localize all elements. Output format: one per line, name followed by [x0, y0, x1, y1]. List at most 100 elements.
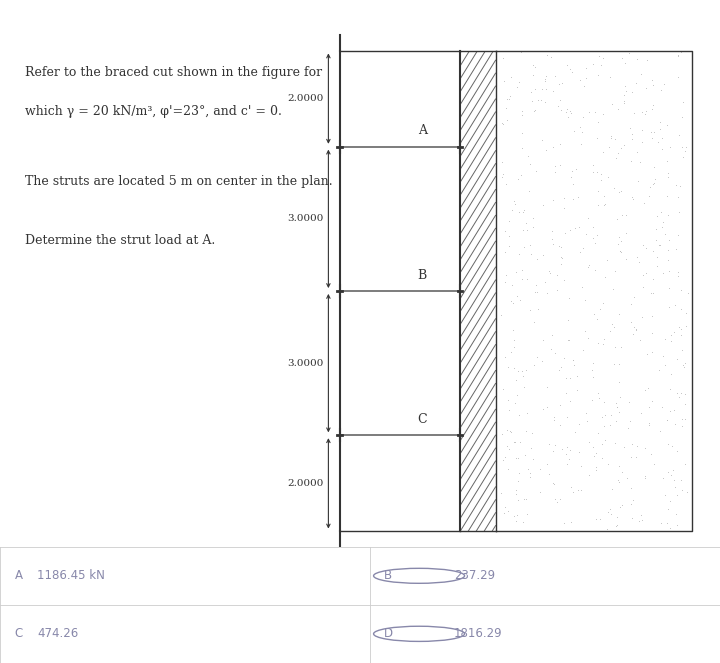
- Point: [603, 171, 614, 182]
- Point: [516, 265, 527, 276]
- Point: [564, 445, 576, 455]
- Point: [613, 148, 624, 158]
- Point: [662, 439, 674, 450]
- Point: [526, 95, 538, 106]
- Point: [635, 69, 647, 80]
- Point: [539, 74, 551, 85]
- Point: [625, 316, 636, 327]
- Text: A: A: [15, 570, 23, 582]
- Point: [513, 495, 524, 505]
- Point: [614, 501, 626, 512]
- Point: [631, 452, 642, 463]
- Point: [565, 107, 577, 118]
- Point: [668, 405, 680, 416]
- Point: [549, 440, 561, 450]
- Point: [672, 50, 684, 60]
- Point: [577, 242, 588, 253]
- Point: [632, 176, 644, 186]
- Point: [520, 365, 531, 376]
- Point: [580, 408, 592, 419]
- Text: 2.0000: 2.0000: [287, 94, 324, 103]
- Point: [608, 359, 620, 369]
- Point: [591, 229, 603, 240]
- Point: [515, 295, 526, 306]
- Point: [547, 141, 559, 152]
- Point: [613, 359, 625, 369]
- Point: [592, 117, 603, 128]
- Point: [547, 477, 559, 488]
- Point: [521, 426, 532, 436]
- Point: [523, 464, 534, 475]
- Point: [587, 357, 598, 368]
- Point: [549, 160, 560, 171]
- Point: [647, 288, 659, 298]
- Point: [564, 106, 576, 117]
- Point: [529, 286, 541, 297]
- Point: [637, 270, 649, 280]
- Point: [587, 160, 598, 171]
- Point: [580, 326, 591, 336]
- Point: [611, 402, 623, 413]
- Point: [516, 127, 528, 138]
- Point: [611, 213, 622, 224]
- Point: [512, 452, 523, 463]
- Point: [559, 388, 571, 398]
- Point: [639, 109, 651, 119]
- Point: [627, 495, 639, 505]
- Point: [580, 73, 591, 84]
- Point: [647, 396, 658, 406]
- Point: [498, 53, 509, 64]
- Point: [503, 506, 514, 516]
- Text: Refer to the braced cut shown in the figure for: Refer to the braced cut shown in the fig…: [25, 66, 323, 79]
- Point: [597, 339, 608, 349]
- Point: [682, 288, 693, 298]
- Point: [575, 139, 587, 149]
- Point: [541, 402, 552, 413]
- Point: [596, 412, 608, 422]
- Point: [598, 200, 610, 210]
- Point: [590, 461, 601, 472]
- Point: [678, 362, 690, 373]
- Point: [498, 168, 509, 179]
- Point: [562, 315, 574, 326]
- Point: [665, 142, 676, 152]
- Point: [529, 84, 541, 94]
- Point: [621, 210, 632, 220]
- Point: [502, 361, 513, 372]
- Point: [663, 283, 675, 294]
- Point: [587, 233, 598, 243]
- Point: [673, 322, 685, 332]
- Point: [517, 365, 528, 376]
- Point: [549, 348, 561, 359]
- Point: [512, 82, 523, 92]
- Point: [636, 137, 648, 147]
- Point: [517, 371, 528, 381]
- Point: [567, 487, 579, 497]
- Point: [613, 187, 624, 198]
- Point: [615, 186, 626, 197]
- Point: [564, 453, 575, 464]
- Point: [537, 335, 549, 345]
- Point: [648, 245, 660, 256]
- Point: [675, 388, 687, 398]
- Point: [631, 54, 643, 64]
- Point: [506, 205, 518, 215]
- Point: [672, 192, 684, 202]
- Point: [512, 366, 523, 377]
- Point: [654, 240, 666, 251]
- Point: [636, 312, 647, 322]
- Point: [516, 110, 528, 121]
- Point: [501, 440, 513, 451]
- Point: [549, 71, 561, 82]
- Point: [621, 473, 633, 483]
- Point: [567, 355, 579, 365]
- Point: [676, 421, 688, 432]
- Point: [612, 103, 624, 114]
- Point: [517, 224, 528, 235]
- Text: 474.26: 474.26: [37, 627, 78, 640]
- Point: [647, 104, 658, 115]
- Point: [628, 108, 639, 119]
- Point: [502, 395, 513, 406]
- Point: [553, 79, 564, 90]
- Point: [680, 308, 692, 319]
